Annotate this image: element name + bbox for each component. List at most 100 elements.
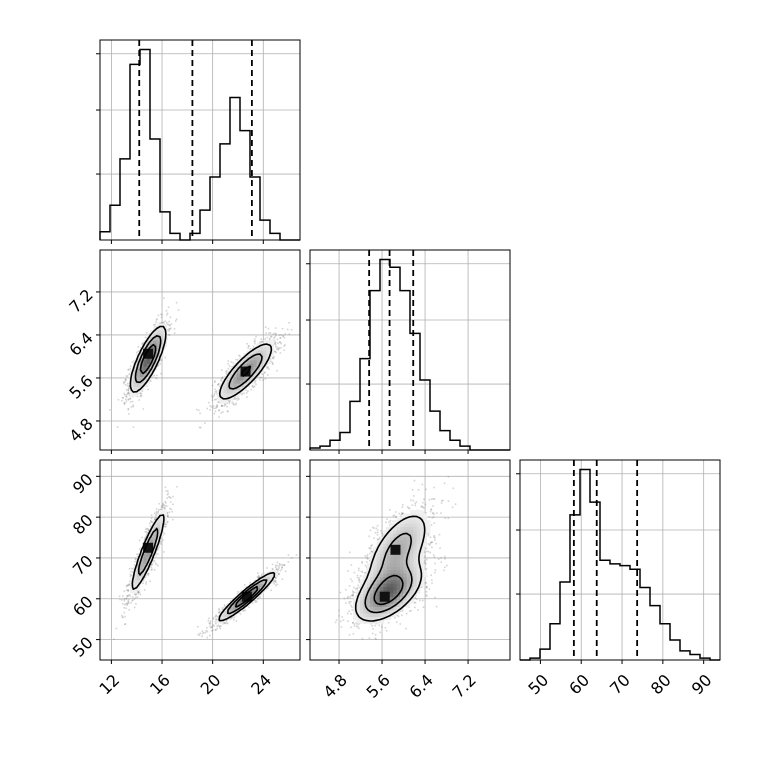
- sample-point: [162, 551, 165, 553]
- density-cell: [223, 383, 227, 387]
- sample-point: [235, 397, 237, 400]
- sample-point: [122, 603, 124, 605]
- sample-point: [262, 590, 265, 593]
- sample-point: [164, 504, 167, 507]
- sample-point: [129, 401, 132, 403]
- sample-point: [227, 367, 230, 370]
- sample-point: [123, 382, 125, 385]
- sample-point: [168, 328, 171, 330]
- sample-point: [218, 611, 221, 614]
- density-cell: [156, 343, 161, 347]
- sample-point: [126, 384, 129, 387]
- sample-point: [155, 563, 158, 566]
- sample-point: [212, 405, 215, 407]
- sample-point: [155, 321, 157, 323]
- density-peak: [143, 348, 154, 359]
- sample-point: [245, 392, 248, 394]
- sample-point: [256, 576, 259, 578]
- sample-point: [123, 381, 126, 383]
- sample-point: [165, 314, 168, 316]
- density-cell: [156, 326, 161, 331]
- density-cell: [233, 366, 237, 371]
- sample-point: [220, 379, 222, 381]
- sample-point: [215, 615, 218, 617]
- sample-point: [124, 384, 127, 386]
- sample-point: [243, 583, 246, 586]
- sample-point: [127, 389, 130, 391]
- sample-point: [272, 363, 274, 365]
- sample-point: [122, 595, 124, 597]
- sample-point: [169, 316, 172, 319]
- sample-point: [162, 297, 165, 299]
- scatter-panel-x1-x3: [96, 459, 301, 664]
- sample-point: [159, 363, 162, 365]
- sample-point: [145, 534, 148, 537]
- sample-point: [227, 410, 229, 413]
- sample-point: [273, 336, 276, 338]
- sample-point: [225, 620, 228, 622]
- histogram-x2: [309, 258, 510, 451]
- sample-point: [166, 493, 169, 496]
- sample-point: [150, 566, 153, 568]
- density-cell: [160, 336, 164, 341]
- sample-point: [255, 601, 257, 603]
- density-cell: [260, 360, 264, 364]
- sample-point: [214, 388, 216, 391]
- sample-point: [126, 392, 129, 395]
- scatter-panel-x1-x2: [96, 249, 301, 454]
- sample-point: [125, 400, 128, 403]
- sample-point: [211, 396, 214, 398]
- sample-point: [124, 378, 127, 381]
- sample-point: [125, 395, 128, 398]
- sample-point: [157, 564, 159, 567]
- sample-point: [226, 402, 229, 404]
- density-cell: [243, 383, 247, 387]
- sample-point: [141, 390, 144, 393]
- sample-point: [156, 548, 159, 551]
- density-cell: [253, 350, 257, 354]
- sample-point: [220, 377, 223, 380]
- sample-point: [127, 600, 130, 602]
- sample-point: [137, 590, 140, 593]
- sample-point: [226, 370, 228, 372]
- sample-point: [122, 397, 124, 399]
- sample-point: [211, 384, 214, 387]
- sample-point: [164, 525, 166, 528]
- sample-point: [126, 604, 128, 606]
- hist-gridlines: [520, 460, 720, 660]
- sample-point: [160, 543, 163, 545]
- sample-point: [131, 361, 134, 364]
- density-cell: [146, 373, 151, 377]
- density-cell: [226, 376, 231, 381]
- sample-point: [275, 577, 277, 579]
- density-cell: [160, 346, 164, 351]
- sample-point: [257, 577, 260, 579]
- sample-point: [154, 512, 156, 514]
- sample-point: [160, 316, 163, 319]
- sample-point: [126, 584, 129, 587]
- sample-point: [250, 388, 253, 391]
- sample-point: [216, 406, 218, 408]
- sample-point: [243, 392, 245, 395]
- sample-point: [169, 507, 171, 510]
- density-cell: [260, 346, 264, 351]
- sample-point: [278, 341, 281, 343]
- sample-point: [235, 402, 237, 405]
- sample-point: [163, 532, 166, 535]
- sample-point: [126, 595, 129, 597]
- sample-point: [151, 521, 154, 523]
- density-cell: [263, 343, 267, 347]
- sample-point: [158, 502, 161, 505]
- sample-point: [128, 567, 131, 570]
- sample-point: [135, 558, 137, 560]
- hist-frame: [519, 459, 721, 661]
- sample-point: [172, 495, 174, 498]
- sample-point: [156, 365, 159, 368]
- sample-point: [275, 334, 277, 337]
- sample-point: [125, 388, 128, 391]
- sample-point: [196, 408, 198, 411]
- sample-point: [166, 521, 169, 523]
- density-cell: [236, 370, 241, 374]
- hist-panel-x1: [96, 39, 301, 244]
- density-cell: [240, 386, 244, 391]
